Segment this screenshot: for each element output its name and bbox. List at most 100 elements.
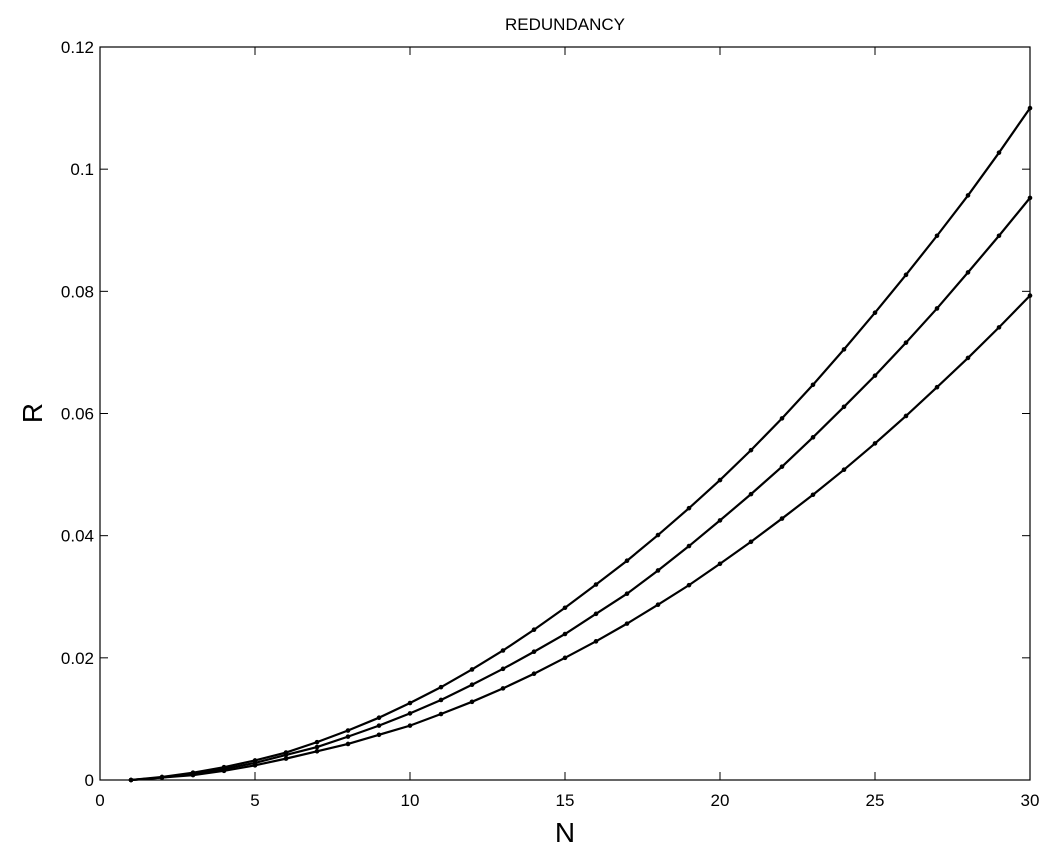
series-3-point: [221, 768, 227, 774]
series-2-point: [965, 270, 971, 275]
series-2-point: [810, 435, 816, 440]
series-1-line: [130, 107, 1031, 782]
series-3-line: [130, 294, 1031, 782]
x-tick-label: 0: [95, 791, 104, 810]
series-1-point: [345, 728, 351, 733]
series-2-point: [872, 373, 878, 378]
series-1-point: [376, 715, 382, 720]
series-3-point: [965, 355, 971, 361]
series-1-point: [562, 605, 568, 611]
series-3: [128, 293, 1033, 783]
series-1: [128, 105, 1033, 783]
series-3-point: [934, 384, 940, 390]
series-2-point: [624, 591, 630, 596]
x-tick-label: 15: [556, 791, 575, 810]
series-3-point: [872, 441, 878, 446]
axis-ticks: 0 5 10 15 20 25 30 0 0.02 0.04 0.06 0.08 0.1 0.12: [61, 38, 1040, 810]
series-2-point: [500, 666, 506, 672]
series-3-point: [376, 732, 382, 738]
series-2-point: [469, 682, 475, 688]
series-1-point: [438, 684, 444, 690]
y-tick-label: 0.02: [61, 649, 94, 668]
series-2-point: [655, 568, 661, 573]
series-2-point: [748, 491, 754, 497]
y-tick-label: 0.06: [61, 405, 94, 424]
series-2-point: [438, 697, 444, 703]
series-1-point: [531, 627, 537, 633]
series-1-point: [996, 150, 1002, 155]
series-1-point: [872, 310, 878, 316]
series-1-point: [624, 558, 630, 564]
plot-frame: [99, 46, 1031, 781]
series-2-point: [314, 744, 320, 750]
series-2-point: [686, 543, 692, 549]
plot-area: [128, 105, 1033, 783]
series-1-point: [841, 347, 847, 352]
x-tick-label: 25: [866, 791, 885, 810]
series-3-point: [500, 686, 506, 691]
series-2-point: [717, 518, 723, 523]
series-3-point: [252, 763, 258, 768]
y-tick-label: 0.04: [61, 527, 94, 546]
x-tick-label: 10: [401, 791, 420, 810]
series-1-point: [810, 382, 816, 388]
series-3-point: [469, 699, 475, 705]
series-3-point: [624, 621, 630, 626]
series-2: [128, 195, 1033, 783]
series-1-point: [934, 233, 940, 239]
series-3-point: [407, 723, 413, 728]
series-1-point: [717, 477, 723, 483]
series-3-point: [748, 539, 754, 545]
series-3-point: [810, 492, 816, 498]
series-2-point: [345, 734, 351, 739]
series-3-point: [531, 671, 537, 677]
series-3-point: [438, 711, 444, 717]
y-axis-label: R: [17, 403, 48, 423]
series-1-point: [748, 447, 754, 453]
series-2-point: [283, 752, 289, 758]
series-3-point: [903, 413, 909, 419]
y-tick-label: 0.08: [61, 282, 94, 301]
series-2-line: [130, 197, 1031, 782]
x-tick-label: 30: [1021, 791, 1040, 810]
series-3-point: [159, 775, 165, 780]
series-3-point: [593, 639, 599, 644]
series-3-point: [190, 772, 196, 778]
series-3-point: [314, 748, 320, 754]
series-1-point: [779, 416, 785, 421]
series-1-point: [965, 193, 971, 198]
series-2-point: [841, 404, 847, 410]
y-tick-label: 0.12: [61, 38, 94, 57]
series-2-point: [531, 649, 537, 655]
series-2-point: [996, 233, 1002, 239]
series-1-point: [469, 667, 475, 672]
series-1-point: [655, 532, 661, 538]
series-1-point: [500, 648, 506, 653]
y-tick-label: 0: [85, 771, 94, 790]
series-3-point: [562, 655, 568, 661]
series-3-point: [345, 741, 351, 747]
series-3-point: [779, 516, 785, 521]
series-3-point: [686, 582, 692, 588]
series-2-point: [934, 306, 940, 311]
x-axis-label: N: [555, 817, 575, 848]
series-2-point: [562, 631, 568, 637]
series-3-point: [717, 561, 723, 567]
series-1-point: [407, 700, 413, 706]
series-2-point: [407, 711, 413, 716]
x-tick-label: 5: [250, 791, 259, 810]
x-tick-label: 20: [711, 791, 730, 810]
series-2-point: [903, 340, 909, 345]
series-3-point: [996, 325, 1002, 330]
series-3-point: [841, 467, 847, 472]
series-2-point: [376, 723, 382, 728]
series-1-point: [314, 739, 320, 745]
chart-title: REDUNDANCY: [505, 15, 625, 34]
series-3-point: [655, 602, 661, 607]
series-2-point: [779, 464, 785, 469]
series-1-point: [686, 505, 692, 511]
y-tick-label: 0.1: [70, 160, 94, 179]
series-1-point: [593, 582, 599, 587]
series-1-point: [903, 272, 909, 278]
